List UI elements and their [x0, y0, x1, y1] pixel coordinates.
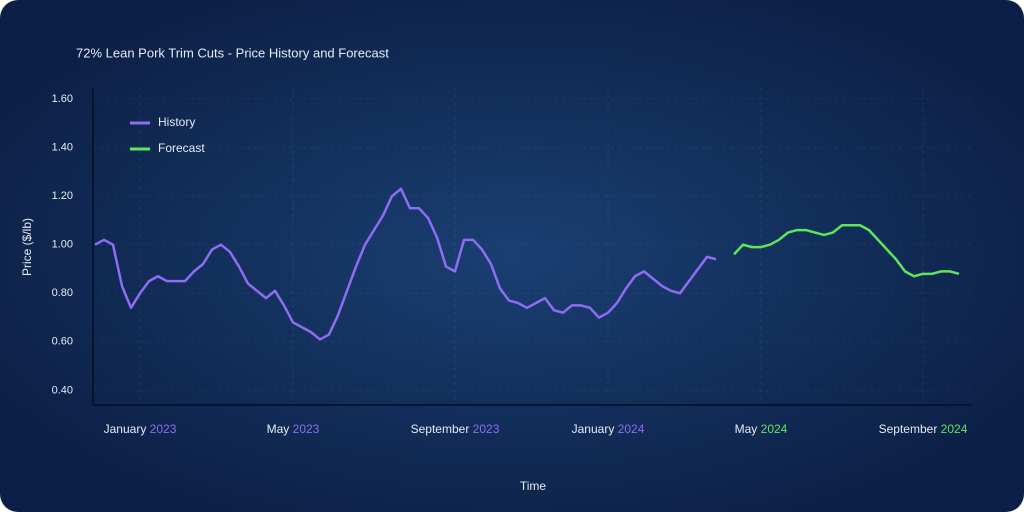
tick-month: September [879, 422, 938, 436]
tick-year: 2023 [150, 422, 177, 436]
tick-month: January [572, 422, 615, 436]
y-tick-label: 0.60 [52, 336, 73, 348]
x-tick-label: January 2024 [572, 422, 645, 436]
tick-month: September [411, 422, 470, 436]
tick-year: 2023 [293, 422, 320, 436]
y-tick-label: 0.80 [52, 287, 73, 299]
y-tick-label: 1.20 [52, 190, 73, 202]
tick-month: January [104, 422, 147, 436]
legend-label: History [158, 115, 195, 129]
x-tick-label: September 2024 [879, 422, 968, 436]
x-tick-label: September 2023 [411, 422, 500, 436]
y-axis-label: Price ($/lb) [20, 218, 34, 276]
y-tick-label: 1.60 [52, 93, 73, 105]
y-tick-label: 0.40 [52, 384, 73, 396]
series-line [733, 223, 960, 278]
tick-year: 2023 [473, 422, 500, 436]
x-tick-label: May 2024 [735, 422, 788, 436]
tick-year: 2024 [941, 422, 968, 436]
tick-year: 2024 [761, 422, 788, 436]
y-tick-label: 1.40 [52, 141, 73, 153]
x-axis-label: Time [520, 479, 547, 493]
tick-month: May [735, 422, 758, 436]
tick-month: May [267, 422, 290, 436]
y-tick-label: 1.00 [52, 239, 73, 251]
series-line [94, 187, 717, 341]
tick-year: 2024 [618, 422, 645, 436]
x-tick-label: January 2023 [104, 422, 177, 436]
x-tick-label: May 2023 [267, 422, 320, 436]
chart-title: 72% Lean Pork Trim Cuts - Price History … [76, 45, 389, 60]
legend-label: Forecast [158, 141, 205, 155]
